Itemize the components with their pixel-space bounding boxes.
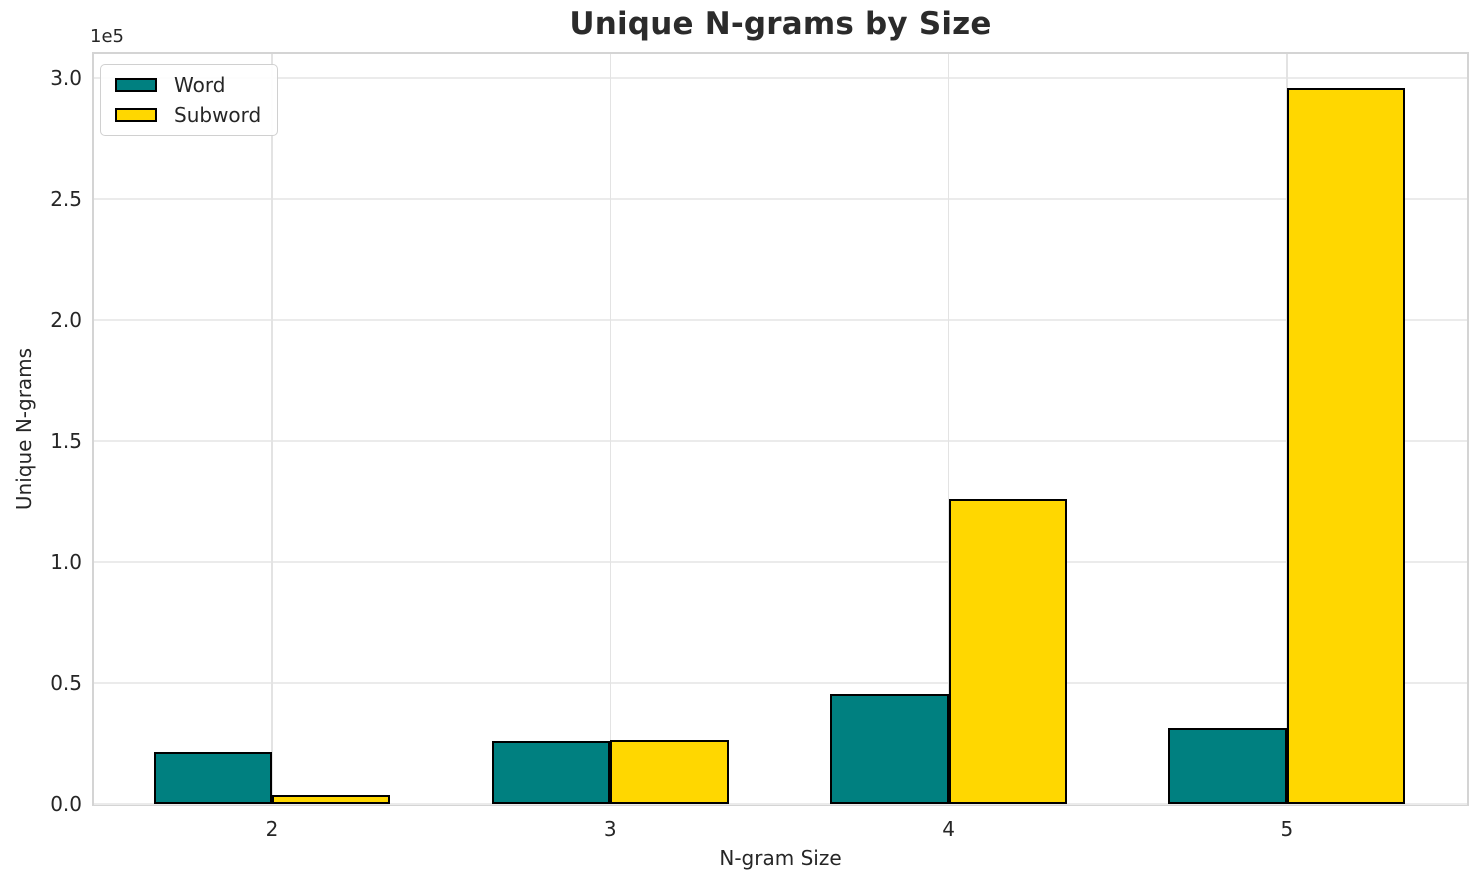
x-axis-label: N-gram Size (719, 846, 842, 870)
gridline-x-5 (1286, 54, 1288, 804)
x-tick-3: 3 (603, 817, 617, 841)
legend-item-subword: Subword (115, 104, 261, 126)
gridline-y-200000 (94, 319, 1467, 321)
legend: Word Subword (100, 64, 279, 136)
gridline-x-2 (271, 54, 273, 804)
y-tick-0.0: 0.0 (50, 792, 82, 816)
y-axis-label: Unique N-grams (12, 347, 36, 511)
bar-word-5 (1168, 728, 1287, 804)
gridline-x-4 (947, 54, 950, 804)
legend-label-word: Word (174, 73, 226, 97)
legend-item-word: Word (115, 74, 261, 96)
gridline-y-100000 (94, 561, 1467, 563)
y-tick-1.0: 1.0 (50, 550, 82, 575)
subword-series-swatch (115, 108, 157, 122)
plot-area: Word Subword (92, 52, 1469, 806)
gridline-y-250000 (94, 198, 1467, 200)
bar-word-2 (153, 752, 272, 804)
gridline-y-300000 (94, 77, 1467, 79)
x-tick-4: 4 (942, 817, 955, 841)
y-tick-0.5: 0.5 (50, 671, 82, 696)
bar-subword-3 (610, 739, 729, 804)
y-tick-1.5: 1.5 (50, 429, 82, 454)
gridline-y-0 (94, 803, 1467, 805)
chart-title: Unique N-grams by Size (569, 6, 992, 42)
bar-subword-5 (1286, 88, 1406, 804)
x-tick-5: 5 (1280, 817, 1294, 841)
y-tick-2.0: 2.0 (50, 308, 82, 333)
gridline-y-50000 (94, 682, 1467, 684)
bar-word-4 (830, 693, 949, 804)
bar-subword-4 (948, 498, 1067, 804)
word-series-swatch (115, 78, 157, 92)
y-axis-offset-label: 1e5 (90, 26, 124, 47)
gridline-x-3 (609, 54, 611, 804)
bar-subword-2 (272, 795, 391, 804)
y-tick-2.5: 2.5 (50, 187, 82, 212)
gridline-y-150000 (94, 440, 1467, 442)
bar-word-3 (491, 741, 611, 804)
legend-label-subword: Subword (174, 103, 262, 127)
y-tick-3.0: 3.0 (50, 66, 82, 91)
x-tick-2: 2 (265, 817, 279, 841)
